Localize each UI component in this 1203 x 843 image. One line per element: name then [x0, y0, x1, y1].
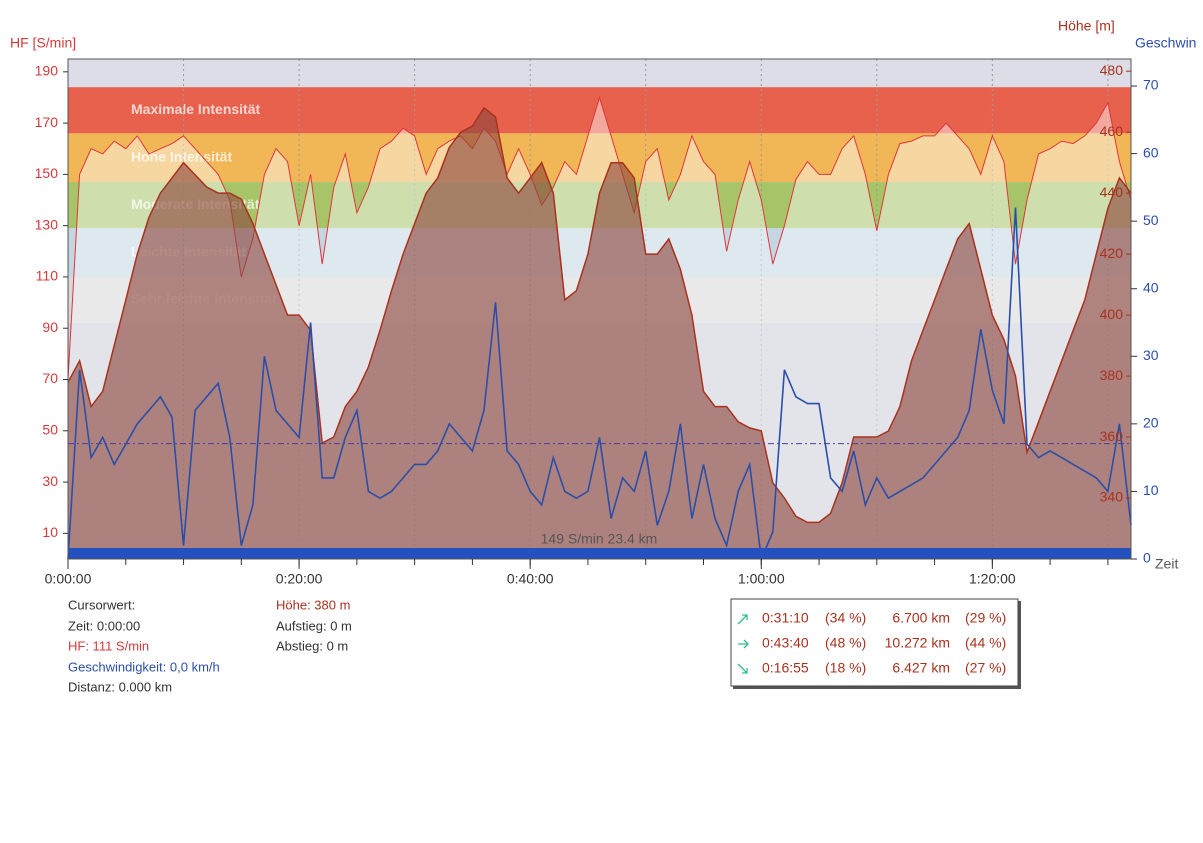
x-tick-label: 0:40:00: [507, 571, 554, 587]
summary-cell: 6.700 km: [892, 610, 950, 626]
plot-frame: [67, 58, 1132, 560]
zone-label: Hohe Intensität: [131, 148, 232, 164]
y-axis-title: HF [S/min]: [10, 35, 76, 51]
y-tick-label: 170: [35, 114, 59, 130]
cursor-distance: Distanz: 0.000 km: [68, 679, 172, 694]
y-tick-label: 110: [36, 268, 59, 284]
cursor-ascent: Aufstieg: 0 m: [276, 618, 352, 633]
y-tick-label: 190: [35, 63, 59, 79]
x-tick-label: 1:00:00: [738, 571, 785, 587]
zone-band: [68, 87, 1131, 134]
icon-flat: [738, 639, 749, 649]
y3-tick-label: 70: [1143, 77, 1159, 93]
summary-cell: (27 %): [965, 660, 1006, 676]
summary-cell: 10.272 km: [885, 635, 950, 651]
cursor-heading: Cursorwert:: [68, 597, 135, 612]
y-tick-label: 90: [42, 319, 58, 335]
x-tick-label: 0:20:00: [276, 571, 323, 587]
trend-icons: [737, 614, 749, 674]
summary-cell: 0:31:10: [762, 610, 809, 626]
center-label: 149 S/min 23.4 km: [541, 531, 658, 547]
summary-box: [730, 598, 1019, 687]
summary-cell: (18 %): [825, 660, 866, 676]
y3-tick-label: 30: [1143, 347, 1159, 363]
y3-tick-label: 20: [1143, 415, 1159, 431]
y2-tick-label: 380: [1100, 367, 1124, 383]
y3-tick-label: 40: [1143, 279, 1159, 295]
series-line: [67, 207, 1132, 563]
cursor-hf: HF: 111 S/min: [68, 638, 149, 653]
y-tick-label: 50: [42, 421, 58, 437]
y3-tick-label: 50: [1143, 212, 1159, 228]
y-tick-label: 30: [42, 473, 58, 489]
summary-cell: 6.427 km: [892, 660, 950, 676]
summary-cell: (34 %): [825, 610, 866, 626]
y3-tick-label: 10: [1143, 482, 1159, 498]
summary-cell: (29 %): [965, 610, 1006, 626]
y2-tick-label: 440: [1100, 184, 1124, 200]
summary-cell: (48 %): [825, 635, 866, 651]
summary-cell: 0:43:40: [762, 635, 809, 651]
y2-tick-label: 480: [1100, 62, 1124, 78]
y2-tick-label: 400: [1100, 306, 1124, 322]
summary-cell: 0:16:55: [762, 660, 809, 676]
cursor-elevation: Höhe: 380 m: [276, 597, 350, 612]
icon-up: [737, 614, 748, 625]
y2-tick-label: 360: [1100, 428, 1124, 444]
zone-label: Maximale Intensität: [131, 101, 260, 117]
plot-area: Maximale IntensitätHohe IntensitätModera…: [67, 59, 1132, 563]
y2-tick-label: 460: [1100, 123, 1124, 139]
cursor-speed: Geschwindigkeit: 0,0 km/h: [68, 659, 220, 674]
summary-table: 0:31:10 (34 %) 6.700 km (29 %) 0:43:40 (48 %)…: [762, 610, 1006, 676]
y2-tick-label: 420: [1100, 245, 1124, 261]
x-tick-label: 0:00:00: [45, 571, 92, 587]
y3-tick-label: 60: [1143, 144, 1159, 160]
icon-down: [737, 663, 748, 674]
cursor-descent: Abstieg: 0 m: [276, 638, 348, 653]
y-tick-label: 130: [35, 216, 59, 232]
y2-tick-label: 340: [1100, 489, 1124, 505]
series-area: [68, 107, 1131, 560]
y-tick-label: 10: [42, 524, 58, 540]
cursor-time: Zeit: 0:00:00: [68, 618, 140, 633]
y3-axis-title: Geschwin: [1135, 35, 1196, 51]
series-line: [67, 106, 1132, 524]
summary-cell: (44 %): [965, 635, 1006, 651]
x-axis-title: Zeit: [1155, 556, 1178, 572]
y-tick-label: 150: [35, 165, 59, 181]
zone-band: [68, 133, 1131, 183]
y3-tick-label: 0: [1143, 550, 1151, 566]
x-tick-label: 1:20:00: [969, 571, 1016, 587]
distance-bar: [68, 548, 1131, 559]
y2-axis-title: Höhe [m]: [1058, 18, 1115, 34]
y-tick-label: 70: [42, 370, 58, 386]
